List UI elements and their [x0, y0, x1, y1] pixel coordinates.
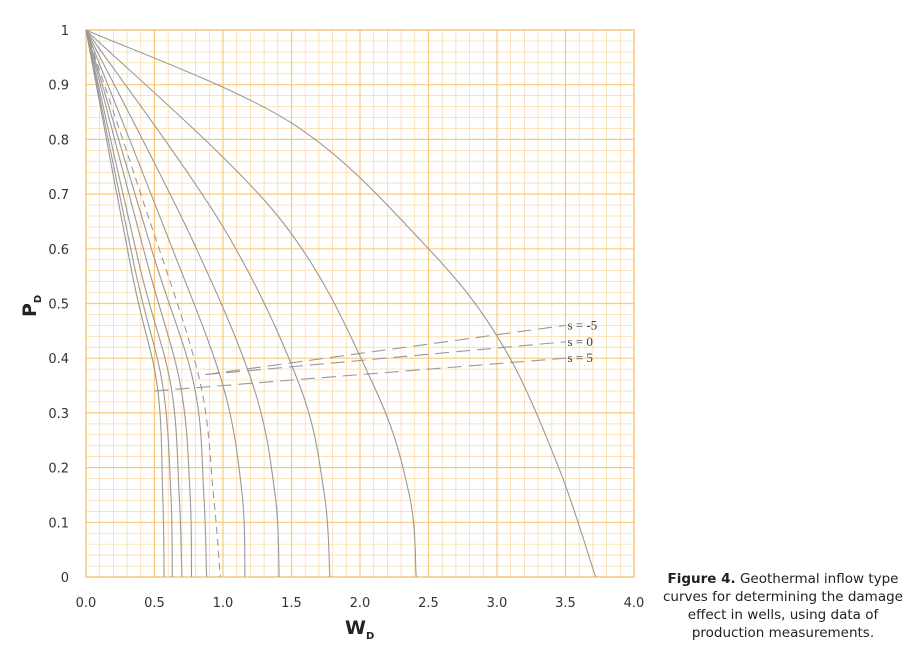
type-curves [85, 29, 597, 578]
type-curve-5 [85, 29, 208, 578]
skin-label-3: s = 5 [568, 350, 593, 365]
y-tick-label: 0 [61, 571, 69, 586]
type-curve-11 [85, 29, 597, 578]
y-tick-label: 0.4 [48, 352, 69, 367]
x-tick-label: 1.0 [213, 596, 234, 611]
skin-lines: s = -5 s = 0s = 5 [154, 317, 598, 392]
skin-label-2: s = 0 [568, 334, 593, 349]
type-curve-1 [85, 29, 165, 578]
x-tick-label: 3.0 [487, 596, 508, 611]
skin-line-1 [205, 324, 566, 376]
y-tick-label: 0.3 [48, 407, 69, 422]
type-curve-3 [85, 29, 183, 578]
y-tick-label: 0.2 [48, 462, 69, 477]
x-tick-label: 0.0 [76, 596, 97, 611]
type-curve-8 [85, 29, 280, 578]
y-tick-label: 0.6 [48, 243, 69, 258]
x-tick-label: 4.0 [624, 596, 645, 611]
y-axis-ticks: 0 0.1 0.2 0.3 0.4 0.5 0.6 0.7 0.8 0.9 1 [48, 24, 69, 586]
y-axis-title: PD [19, 295, 44, 317]
type-curve-2 [85, 29, 173, 578]
x-axis-ticks: 0.0 0.5 1.0 1.5 2.0 2.5 3.0 3.5 4.0 [76, 596, 645, 611]
figure-caption: Figure 4. Geothermal inflow type curves … [655, 570, 911, 642]
x-axis-title: WD [345, 617, 374, 642]
skin-line-3 [154, 357, 566, 392]
x-tick-label: 1.5 [281, 596, 302, 611]
y-tick-label: 0.7 [48, 188, 69, 203]
y-tick-label: 1 [61, 24, 69, 39]
type-curve-9 [85, 29, 331, 578]
y-tick-label: 0.9 [48, 79, 69, 94]
type-curve-7 [85, 29, 246, 578]
type-curve-6 [85, 29, 221, 578]
skin-line-2 [205, 341, 566, 376]
y-tick-label: 0.5 [48, 298, 69, 313]
x-tick-label: 0.5 [144, 596, 165, 611]
type-curve-10 [85, 29, 417, 578]
type-curve-4 [85, 29, 193, 578]
skin-label-1: s = -5 [568, 317, 598, 332]
caption-text: Geothermal inflow type curves for determ… [662, 571, 903, 641]
plot-frame [85, 29, 635, 578]
x-tick-label: 2.5 [418, 596, 439, 611]
x-tick-label: 2.0 [350, 596, 371, 611]
y-tick-label: 0.1 [48, 516, 69, 531]
x-tick-label: 3.5 [555, 596, 576, 611]
caption-label: Figure 4. [667, 571, 736, 587]
y-tick-label: 0.8 [48, 133, 69, 148]
